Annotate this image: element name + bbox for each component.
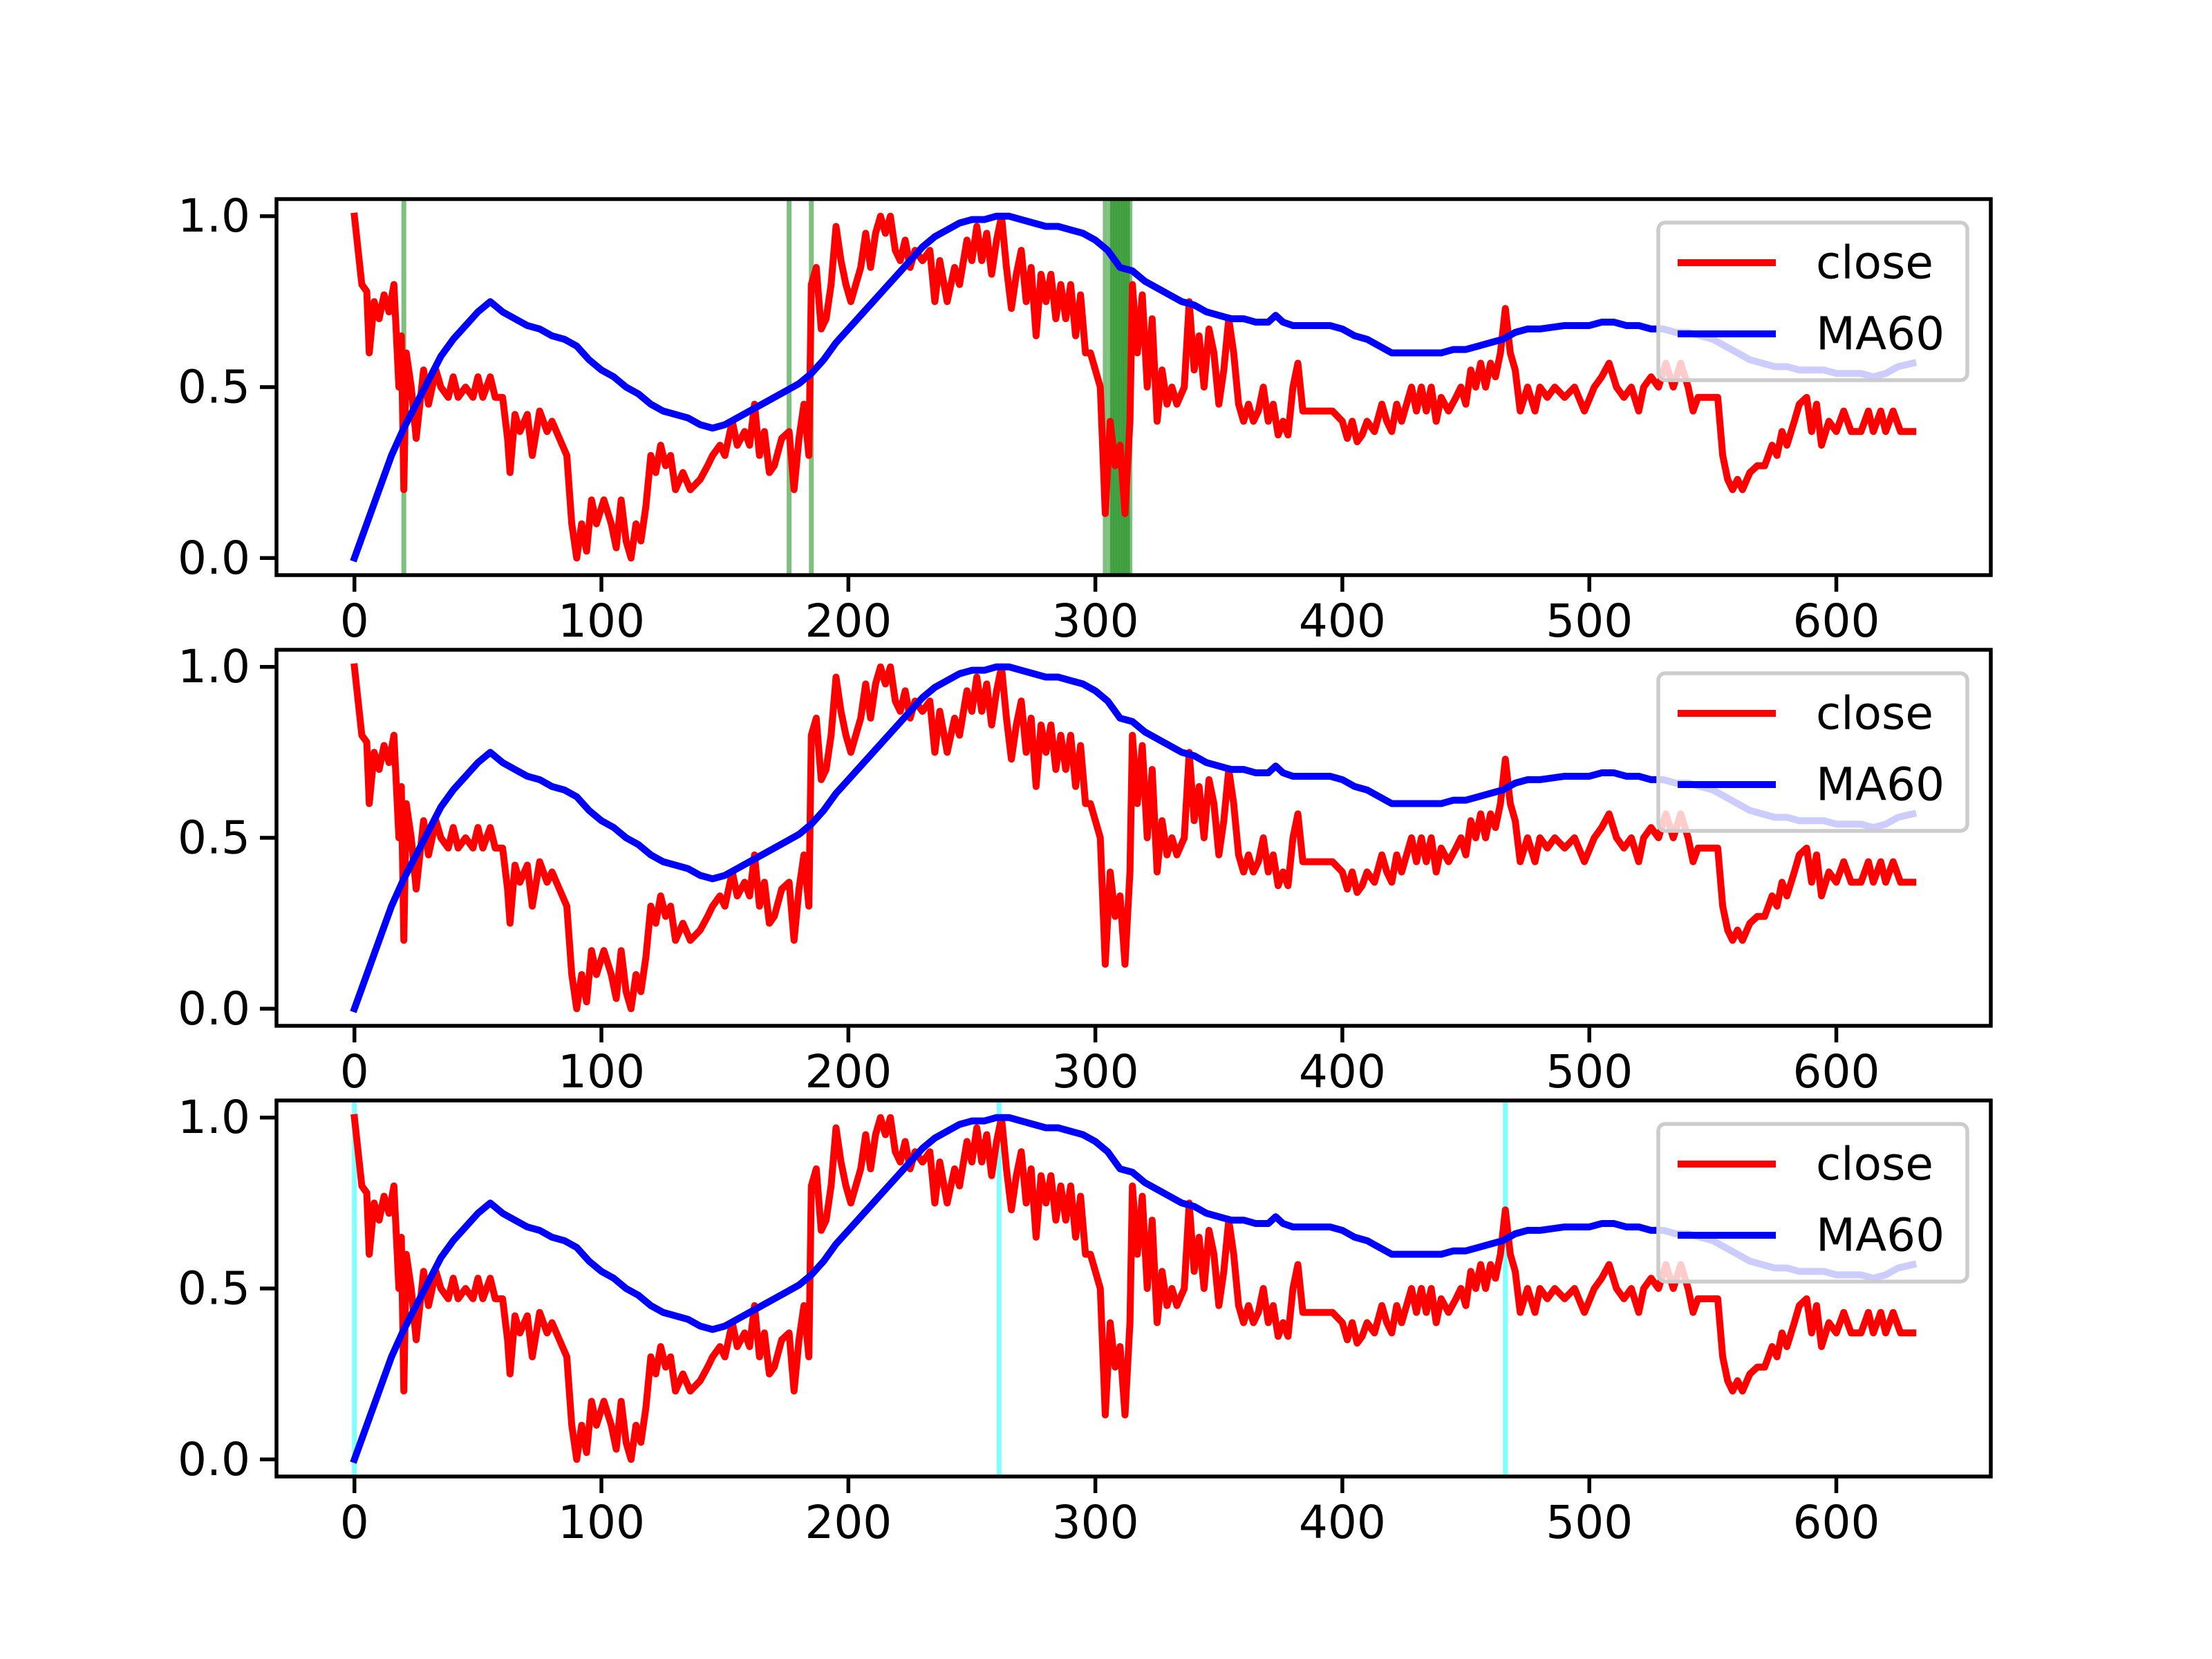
y-tick-label: 0.0 — [178, 532, 250, 585]
y-tick-label: 0.0 — [178, 982, 250, 1035]
x-tick-label: 300 — [1052, 1496, 1139, 1549]
x-tick-label: 500 — [1546, 1045, 1633, 1098]
plot-area — [350, 199, 1918, 575]
x-tick-label: 400 — [1299, 1045, 1386, 1098]
x-tick-label: 300 — [1052, 1045, 1139, 1098]
x-tick-label: 200 — [805, 594, 892, 648]
series-line — [350, 212, 1918, 563]
x-tick-label: 400 — [1299, 1496, 1386, 1549]
y-tick-label: 1.0 — [178, 1091, 250, 1144]
x-tick-label: 600 — [1793, 594, 1880, 648]
y-tick-label: 0.5 — [178, 1262, 250, 1315]
legend-label: MA60 — [1816, 308, 1944, 361]
y-tick-label: 1.0 — [178, 189, 250, 243]
x-tick-label: 0 — [340, 1045, 369, 1098]
x-tick-label: 500 — [1546, 594, 1633, 648]
x-tick-label: 300 — [1052, 594, 1139, 648]
y-tick-label: 0.5 — [178, 361, 250, 414]
series-line — [350, 212, 1917, 562]
y-tick-label: 0.0 — [178, 1433, 250, 1486]
legend-label: MA60 — [1816, 758, 1944, 812]
x-tick-label: 100 — [558, 594, 645, 648]
legend-label: MA60 — [1816, 1209, 1944, 1262]
series-line — [350, 663, 1917, 1013]
x-tick-label: 0 — [340, 594, 369, 648]
plot-area — [350, 663, 1918, 1013]
x-tick-label: 100 — [558, 1045, 645, 1098]
x-tick-label: 0 — [340, 1496, 369, 1549]
y-tick-label: 1.0 — [178, 640, 250, 693]
x-tick-label: 200 — [805, 1045, 892, 1098]
x-tick-label: 600 — [1793, 1045, 1880, 1098]
plot-area — [350, 1100, 1918, 1477]
series-line — [350, 1114, 1917, 1463]
series-line — [350, 1114, 1918, 1464]
x-tick-label: 100 — [558, 1496, 645, 1549]
x-tick-label: 200 — [805, 1496, 892, 1549]
x-tick-label: 500 — [1546, 1496, 1633, 1549]
series-line — [350, 663, 1918, 1013]
legend-label: close — [1816, 236, 1933, 290]
legend-label: close — [1816, 687, 1933, 740]
x-tick-label: 400 — [1299, 594, 1386, 648]
y-tick-label: 0.5 — [178, 812, 250, 865]
x-tick-label: 600 — [1793, 1496, 1880, 1549]
legend-label: close — [1816, 1138, 1933, 1191]
